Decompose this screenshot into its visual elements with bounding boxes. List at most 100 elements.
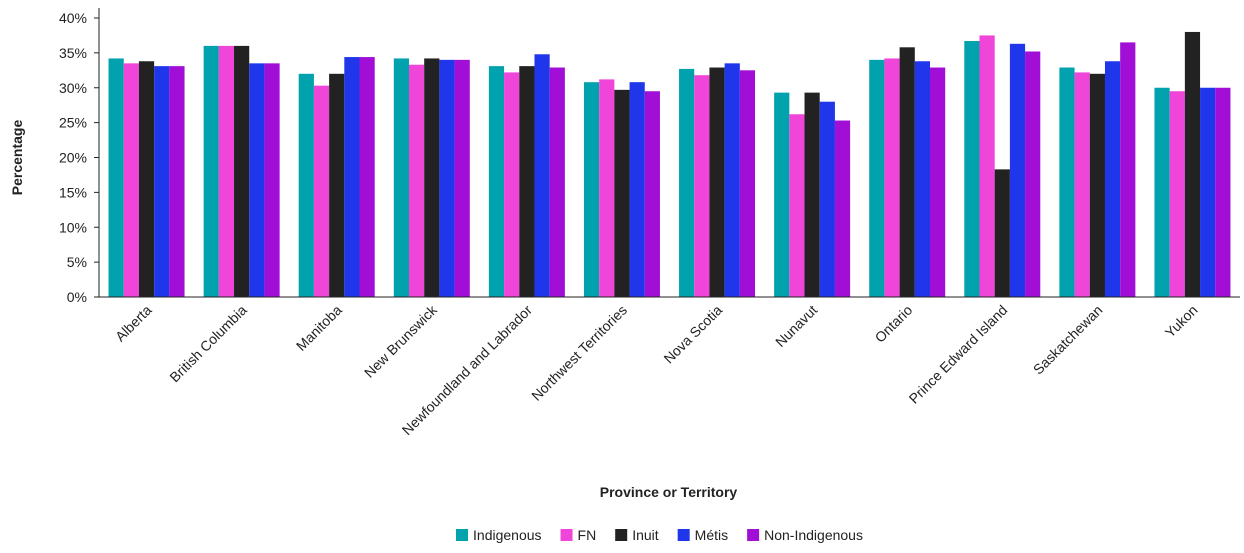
y-tick-label: 40%	[59, 10, 87, 26]
y-tick-label: 20%	[59, 150, 87, 166]
legend-swatch	[615, 529, 628, 541]
bar	[679, 68, 695, 297]
bar	[504, 72, 520, 298]
y-tick-label: 5%	[67, 254, 87, 270]
bar	[1184, 31, 1201, 297]
bar	[439, 59, 455, 297]
legend-label: Métis	[695, 527, 728, 543]
x-category-label: Yukon	[1162, 302, 1201, 341]
y-tick-label: 25%	[59, 115, 87, 131]
bar	[234, 45, 250, 298]
bar	[1154, 87, 1170, 297]
bar	[1104, 61, 1121, 297]
bar-group	[964, 35, 1041, 298]
bar	[534, 54, 550, 297]
bar	[884, 58, 900, 298]
bars-group	[108, 31, 1231, 298]
bar	[724, 63, 740, 298]
bar	[709, 67, 725, 298]
y-axis-title: Percentage	[9, 120, 25, 196]
x-category-label: Nunavut	[772, 302, 820, 350]
bar	[1215, 87, 1231, 297]
x-category-label: Prince Edward Island	[906, 302, 1011, 407]
bar	[154, 66, 170, 297]
bar	[804, 92, 820, 297]
bar	[123, 63, 139, 298]
legend-swatch	[677, 529, 690, 541]
x-category-label: Saskatchewan	[1030, 302, 1106, 378]
x-category-label: Ontario	[872, 302, 916, 346]
bar-group	[203, 45, 280, 298]
x-category-label: British Columbia	[166, 302, 250, 386]
bar	[1169, 91, 1185, 298]
bar	[1025, 51, 1041, 298]
legend-label: FN	[578, 527, 597, 543]
x-axis-category-labels: Alberta British Columbia Manitoba New Bruns…	[112, 301, 1201, 438]
bar	[899, 47, 915, 297]
legend-swatch	[456, 529, 469, 541]
bar	[1089, 73, 1105, 297]
bar	[979, 35, 995, 297]
bar-group	[583, 79, 660, 298]
bar-group	[1059, 42, 1136, 298]
bar-group	[108, 58, 185, 298]
bar	[393, 58, 409, 298]
bar-group	[869, 47, 946, 298]
bar	[218, 45, 235, 298]
legend-item: Non-Indigenous	[747, 527, 863, 543]
bar	[203, 45, 219, 298]
bar	[1009, 43, 1026, 298]
y-tick-label: 10%	[59, 219, 87, 235]
bar	[644, 91, 660, 298]
bar	[614, 89, 630, 297]
legend-item: Inuit	[615, 527, 659, 543]
x-category-label: Alberta	[112, 302, 155, 345]
y-tick-label: 15%	[59, 184, 87, 200]
bar	[408, 64, 425, 297]
bar	[1200, 87, 1216, 297]
x-category-label: New Brunswick	[361, 301, 441, 381]
legend-item: Métis	[677, 527, 728, 543]
y-tick-label: 35%	[59, 45, 87, 61]
bar	[789, 114, 805, 297]
legend-item: Indigenous	[456, 527, 542, 543]
bar-group	[298, 57, 375, 298]
legend-swatch	[747, 529, 760, 541]
bar	[819, 101, 835, 297]
x-category-label: Nova Scotia	[660, 302, 725, 367]
bar	[994, 169, 1010, 297]
bar	[359, 57, 375, 298]
bar	[834, 120, 851, 297]
bar	[739, 70, 756, 297]
bar	[774, 92, 790, 297]
bar	[914, 61, 931, 297]
bar	[1074, 72, 1090, 298]
legend-swatch	[560, 529, 573, 541]
bar	[454, 59, 470, 297]
bar	[329, 73, 345, 297]
bar	[169, 66, 185, 297]
bar	[424, 58, 440, 298]
bar	[583, 82, 600, 297]
bar	[629, 82, 645, 297]
bar	[344, 57, 360, 298]
bar	[1059, 67, 1075, 298]
bar	[964, 41, 980, 297]
bar	[519, 66, 535, 297]
bar	[488, 66, 505, 297]
bar-group	[393, 58, 470, 298]
bar	[138, 61, 155, 297]
x-category-label: Northwest Territories	[528, 302, 630, 404]
bar	[108, 58, 124, 298]
y-tick-label: 0%	[67, 289, 87, 305]
bar-group	[1154, 31, 1231, 298]
bar	[1120, 42, 1136, 297]
bar	[264, 63, 280, 298]
legend-label: Non-Indigenous	[764, 527, 863, 543]
legend: Indigenous FN Inuit Métis Non-Indigenous	[456, 527, 863, 543]
y-axis-ticks: 0% 5% 10% 15% 20% 25% 30% 35% 40%	[59, 10, 99, 305]
bar	[869, 59, 885, 297]
bar	[313, 85, 330, 297]
